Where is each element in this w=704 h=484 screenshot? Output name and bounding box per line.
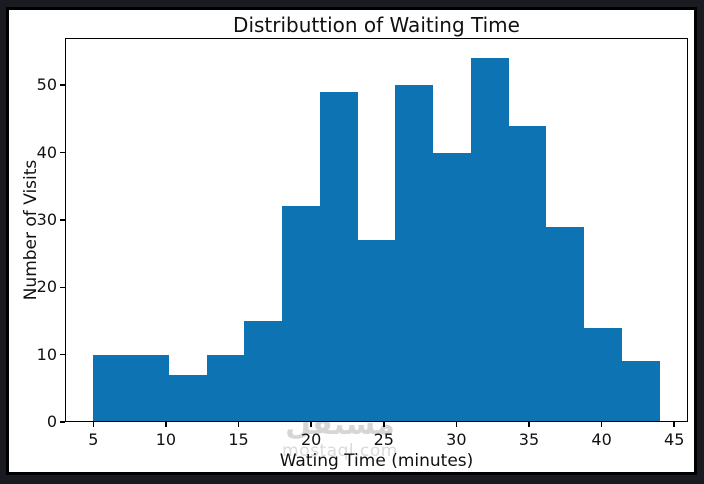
x-tick-mark xyxy=(165,422,167,427)
histogram-bar xyxy=(508,125,547,422)
y-tick-label: 50 xyxy=(36,75,57,95)
y-tick-label: 40 xyxy=(36,142,57,162)
plot-area: 5 10 15 20 25 30 35 40 45 0 10 20 30 40 50 xyxy=(37,38,688,449)
y-tick-label: 0 xyxy=(46,412,57,431)
y-tick-mark xyxy=(60,353,65,356)
histogram-bar xyxy=(357,240,396,422)
histogram-bar xyxy=(584,327,622,422)
histogram-bar xyxy=(395,85,434,422)
y-axis-label: Number of Visits xyxy=(21,159,41,301)
x-tick-label: 45 xyxy=(664,430,685,449)
x-tick-mark xyxy=(600,422,603,427)
histogram-bar xyxy=(319,91,358,422)
x-tick-mark xyxy=(237,422,240,427)
x-tick-mark xyxy=(383,422,385,427)
histogram-bar xyxy=(168,374,207,422)
x-tick-mark xyxy=(528,422,530,427)
x-tick-mark xyxy=(92,422,95,427)
histogram-bar xyxy=(470,58,509,422)
x-tick-label: 15 xyxy=(228,430,249,449)
chart-title: Distributtion of Waiting Time xyxy=(233,13,520,37)
figure: Distributtion of Waiting Time Number of … xyxy=(9,10,694,472)
y-tick-label: 20 xyxy=(36,277,57,297)
y-tick-mark xyxy=(60,421,65,423)
x-tick-mark xyxy=(310,422,312,427)
y-tick-label: 30 xyxy=(36,209,57,229)
x-tick-label: 25 xyxy=(373,430,394,449)
y-tick-mark xyxy=(60,84,65,86)
x-tick-mark xyxy=(455,422,458,427)
x-tick-label: 20 xyxy=(300,430,322,449)
histogram-bar xyxy=(433,152,471,422)
x-tick-label: 40 xyxy=(591,430,612,449)
y-tick-label: 10 xyxy=(36,344,57,364)
histogram-bar xyxy=(546,226,585,422)
x-axis-label: Wating Time (minutes) xyxy=(279,451,474,471)
x-tick-label: 5 xyxy=(88,430,99,449)
x-tick-label: 35 xyxy=(518,430,540,449)
y-tick-mark xyxy=(60,286,65,288)
x-tick-label: 10 xyxy=(155,430,177,449)
histogram-bar xyxy=(621,361,660,422)
histogram-bar xyxy=(206,354,245,422)
histogram-bar xyxy=(244,320,283,422)
histogram-bar xyxy=(282,206,320,422)
x-tick-label: 30 xyxy=(446,430,467,449)
x-tick-mark xyxy=(673,422,675,427)
histogram-bar xyxy=(131,354,169,422)
y-tick-mark xyxy=(60,151,65,154)
histogram-bar xyxy=(93,354,132,422)
y-tick-mark xyxy=(60,219,65,221)
